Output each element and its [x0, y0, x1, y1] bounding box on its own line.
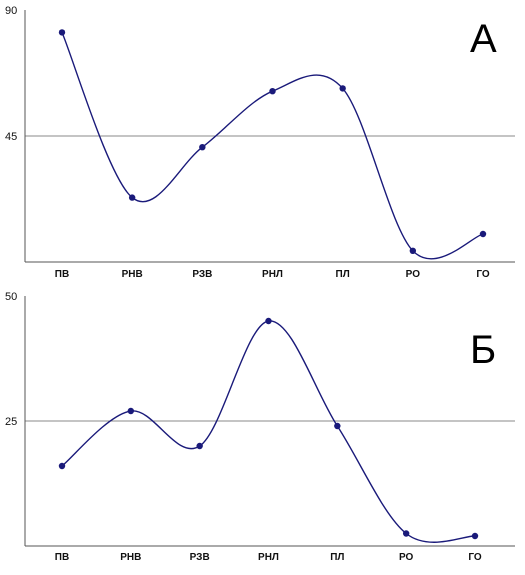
- data-point: [339, 85, 346, 92]
- series-line: [61, 320, 476, 543]
- x-tick-label: РО: [406, 269, 421, 280]
- x-tick-label: ПВ: [55, 552, 69, 563]
- chart-panel-2: 50 25 ПВ РНВ РЗВ РНЛ ПЛ РО ГО Б: [5, 291, 515, 563]
- x-tick-label: РЗВ: [190, 552, 210, 563]
- x-tick-label: ПВ: [55, 269, 69, 280]
- x-tick-label: РНЛ: [258, 552, 279, 563]
- data-point: [127, 407, 135, 415]
- data-point: [58, 29, 66, 36]
- x-tick-label: РНЛ: [262, 269, 283, 280]
- x-tick-label: РО: [399, 552, 414, 563]
- data-point: [479, 230, 487, 238]
- panel-label: А: [470, 17, 497, 61]
- data-point: [409, 247, 417, 254]
- panel-label: Б: [470, 328, 496, 372]
- y-tick-label: 50: [5, 291, 17, 303]
- data-point: [265, 317, 272, 325]
- data-point: [269, 88, 276, 95]
- x-tick-label: ГО: [468, 552, 482, 563]
- chart-panel-1: 90 45 ПВ РНВ РЗВ РНЛ ПЛ РО ГО А: [5, 5, 515, 280]
- data-point: [334, 422, 341, 430]
- x-tick-label: РНВ: [122, 269, 143, 280]
- data-point: [196, 442, 203, 450]
- data-point: [402, 530, 410, 537]
- x-tick-label: ПЛ: [336, 269, 350, 280]
- x-tick-label: ГО: [476, 269, 490, 280]
- y-tick-label: 45: [5, 131, 17, 143]
- data-point: [471, 532, 479, 540]
- y-tick-label: 25: [5, 416, 17, 428]
- x-tick-label: ПЛ: [330, 552, 344, 563]
- series-line: [61, 32, 484, 260]
- data-point: [128, 194, 136, 201]
- x-tick-label: РНВ: [120, 552, 141, 563]
- x-tick-label: РЗВ: [192, 269, 212, 280]
- y-tick-label: 90: [5, 5, 17, 17]
- data-point: [58, 462, 66, 470]
- data-point: [199, 144, 206, 151]
